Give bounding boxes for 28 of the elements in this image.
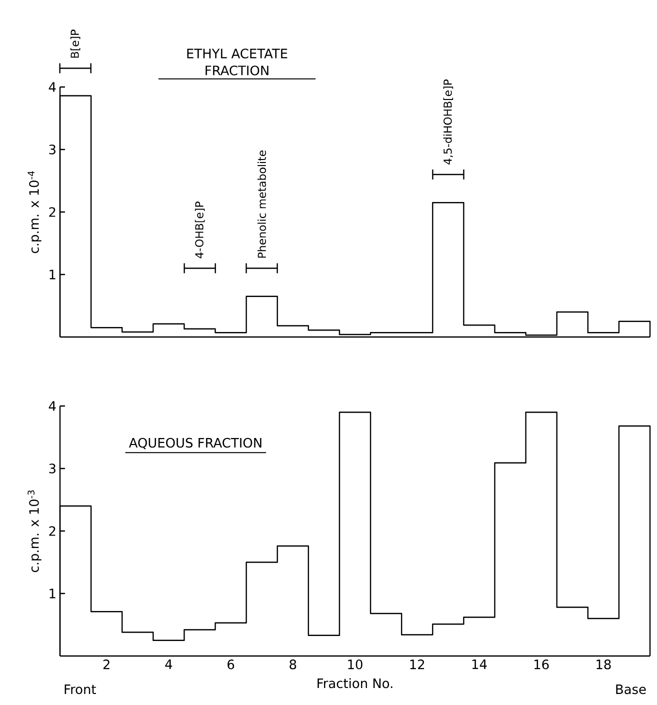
- y-tick-label: 1: [50, 588, 56, 598]
- y-tick-label: 1: [50, 270, 56, 280]
- x-tick-label: 6: [228, 660, 234, 670]
- x-tick-label: 10: [348, 660, 362, 670]
- y-tick-label: 4: [48, 401, 56, 411]
- x-tick-label: 8: [290, 660, 296, 670]
- x-axis-title: Fraction No.: [318, 678, 392, 688]
- x-tick-label: 16: [534, 660, 549, 670]
- y-tick-label: 2: [49, 526, 56, 536]
- text: B[e]P: [70, 30, 80, 58]
- x-tick-label: 18: [596, 660, 611, 670]
- x-tick-label: 12: [410, 660, 424, 670]
- annotation: 4-OHB[e]P: [194, 202, 205, 258]
- annotation: Phenolic metabolite: [258, 150, 266, 258]
- y-tick-label: 3: [49, 464, 56, 474]
- y-axis-title: c.p.m. x 10$^{-4}$: [28, 171, 42, 254]
- x-tick-label: 14: [472, 660, 487, 669]
- chart-title: ETHYL ACETATE FRACTION: [187, 48, 288, 76]
- text: Front: [64, 684, 96, 694]
- text: Base: [616, 684, 646, 694]
- x-tick-label: 2: [103, 660, 110, 670]
- y-tick-label: 3: [49, 144, 56, 154]
- annotation: 4,5-diHOHB[e]P: [443, 79, 454, 164]
- y-axis-title: c.p.m. x 10$^{-3}$: [28, 490, 42, 572]
- y-tick-label: 4: [48, 82, 56, 92]
- text: AQUEOUS FRACTION: [128, 438, 262, 450]
- x-tick-label: 4: [165, 660, 172, 669]
- y-tick-label: 2: [49, 207, 56, 217]
